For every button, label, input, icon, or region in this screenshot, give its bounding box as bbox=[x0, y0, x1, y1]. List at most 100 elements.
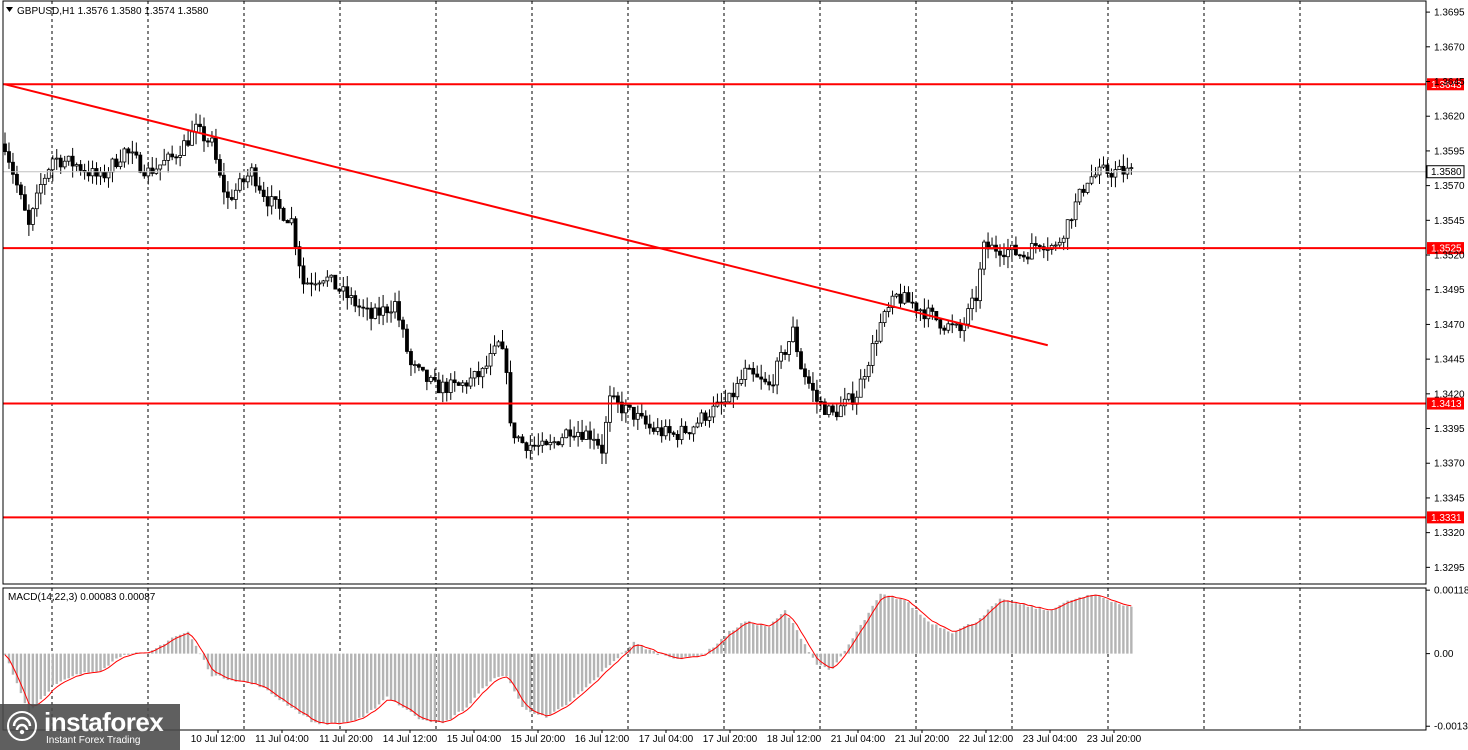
macd-histogram-bar bbox=[700, 653, 703, 655]
macd-histogram-bar bbox=[401, 653, 405, 708]
macd-histogram-bar bbox=[835, 653, 839, 663]
candle-body bbox=[496, 341, 501, 347]
macd-histogram-bar bbox=[803, 644, 807, 654]
macd-histogram-bar bbox=[1110, 601, 1113, 654]
level-price-label: 1.3643 bbox=[1431, 80, 1462, 91]
macd-histogram-bar bbox=[537, 653, 540, 715]
candle-body bbox=[150, 167, 155, 174]
candle-body bbox=[34, 192, 39, 210]
candle-body bbox=[1053, 244, 1058, 247]
candle-body bbox=[389, 311, 393, 314]
macd-histogram-bar bbox=[1026, 606, 1030, 654]
candle-body bbox=[46, 169, 51, 179]
candle-body bbox=[273, 196, 278, 200]
candle-body bbox=[468, 377, 473, 387]
candle-body bbox=[560, 437, 565, 446]
macd-histogram-bar bbox=[851, 638, 854, 654]
macd-histogram-bar bbox=[564, 653, 568, 706]
symbol-dropdown-icon[interactable] bbox=[6, 7, 13, 12]
brand-tagline: Instant Forex Trading bbox=[46, 735, 141, 746]
macd-histogram-bar bbox=[568, 653, 572, 702]
chart-title: GBPUSD,H1 1.3576 1.3580 1.3574 1.3580 bbox=[17, 6, 209, 17]
macd-histogram-bar bbox=[170, 637, 174, 654]
candle-body bbox=[667, 426, 672, 434]
candle-body bbox=[600, 444, 604, 454]
macd-histogram-bar bbox=[756, 625, 759, 654]
candle-body bbox=[623, 404, 628, 414]
candle-body bbox=[739, 379, 744, 384]
macd-histogram-bar bbox=[1058, 605, 1061, 654]
candle-body bbox=[369, 307, 374, 319]
time-axis-label: 15 Jul 20:00 bbox=[511, 734, 566, 745]
candle-body bbox=[516, 436, 521, 439]
candle-body bbox=[1057, 241, 1062, 246]
candle-body bbox=[894, 293, 899, 297]
macd-histogram-bar bbox=[553, 653, 556, 712]
macd-histogram-bar bbox=[767, 627, 771, 654]
price-axis-label: 1.3495 bbox=[1434, 285, 1465, 296]
candle-body bbox=[285, 220, 290, 224]
macd-histogram-bar bbox=[226, 653, 230, 681]
candle-body bbox=[707, 416, 712, 421]
macd-histogram-bar bbox=[437, 653, 441, 723]
macd-histogram-bar bbox=[736, 627, 739, 654]
level-price-tag bbox=[1427, 511, 1464, 524]
candle-body bbox=[938, 319, 943, 329]
macd-histogram-bar bbox=[389, 653, 393, 701]
candle-body bbox=[245, 175, 250, 183]
price-axis-label: 1.3570 bbox=[1434, 181, 1465, 192]
candle-body bbox=[460, 382, 465, 386]
macd-histogram-bar bbox=[501, 653, 504, 677]
macd-histogram-bar bbox=[413, 653, 417, 716]
macd-histogram-bar bbox=[712, 647, 715, 654]
macd-histogram-bar bbox=[620, 652, 624, 654]
candle-body bbox=[552, 441, 557, 444]
macd-histogram-bar bbox=[99, 653, 102, 671]
time-axis-label: 23 Jul 20:00 bbox=[1087, 734, 1142, 745]
macd-histogram-bar bbox=[258, 653, 261, 688]
macd-histogram-bar bbox=[939, 627, 942, 654]
candle-body bbox=[58, 157, 63, 168]
candle-body bbox=[1085, 182, 1090, 193]
candle-body bbox=[807, 376, 811, 384]
macd-histogram-bar bbox=[274, 653, 277, 698]
macd-histogram-bar bbox=[35, 653, 39, 705]
macd-histogram-bar bbox=[1130, 606, 1133, 654]
macd-histogram-bar bbox=[385, 653, 389, 697]
candle-body bbox=[651, 427, 656, 432]
candle-body bbox=[691, 426, 696, 435]
candle-body bbox=[118, 161, 123, 168]
macd-histogram-bar bbox=[250, 653, 253, 685]
candle-body bbox=[878, 322, 883, 342]
macd-histogram-bar bbox=[974, 622, 978, 654]
macd-histogram-bar bbox=[680, 653, 683, 660]
candle-body bbox=[86, 171, 91, 177]
macd-histogram-bar bbox=[760, 624, 763, 654]
macd-histogram-bar bbox=[1066, 600, 1069, 654]
macd-histogram-bar bbox=[262, 653, 265, 688]
macd-histogram-bar bbox=[899, 598, 902, 654]
brand-name: instaforex bbox=[44, 707, 164, 737]
macd-histogram-bar bbox=[202, 653, 206, 660]
candle-body bbox=[544, 440, 549, 446]
macd-histogram-bar bbox=[819, 653, 823, 666]
candle-body bbox=[588, 430, 592, 440]
macd-histogram-bar bbox=[330, 653, 333, 723]
candle-body bbox=[787, 341, 791, 355]
macd-histogram-bar bbox=[1046, 610, 1049, 654]
candle-body bbox=[747, 367, 752, 370]
macd-histogram-bar bbox=[421, 653, 425, 720]
candle-body bbox=[918, 309, 923, 312]
macd-histogram-bar bbox=[612, 653, 616, 662]
candle-body bbox=[162, 159, 167, 166]
macd-histogram-bar bbox=[270, 653, 273, 695]
macd-histogram-bar bbox=[604, 653, 608, 668]
price-axis-label: 1.3470 bbox=[1434, 320, 1465, 331]
macd-histogram-bar bbox=[1054, 607, 1057, 654]
candle-body bbox=[321, 280, 326, 284]
candle-body bbox=[711, 405, 716, 418]
candle-body bbox=[325, 276, 330, 282]
macd-histogram-bar bbox=[174, 636, 178, 654]
price-axis-label: 1.3345 bbox=[1434, 493, 1465, 504]
candle-body bbox=[803, 368, 807, 378]
